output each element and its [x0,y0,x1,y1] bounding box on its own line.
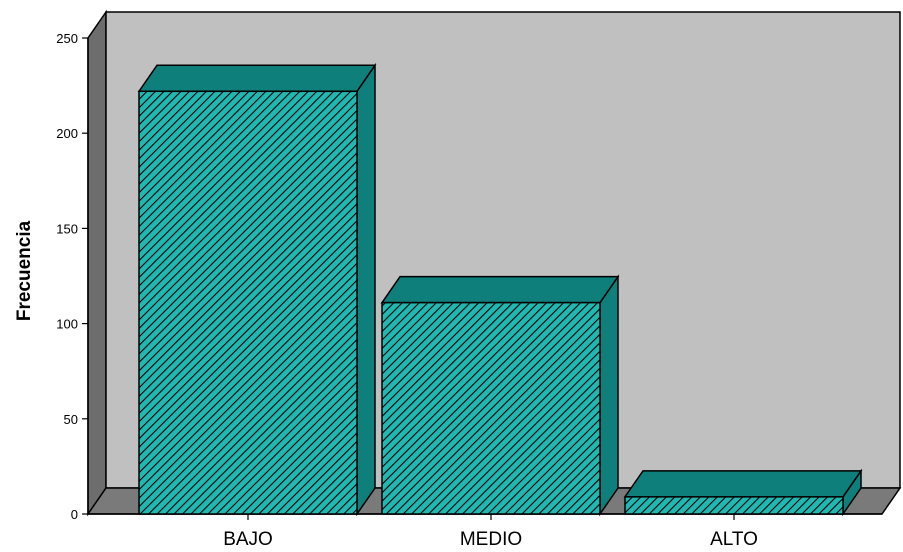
bar [623,468,863,517]
y-tick-label: 50 [64,412,78,427]
x-tick-labels: BAJO MEDIO ALTO [223,514,758,550]
bar-top [380,275,620,304]
bar-front [624,496,844,515]
bar-front [138,90,358,515]
y-tick-label: 150 [56,221,78,236]
y-tick-label: 200 [56,126,78,141]
y-ticks: 0 50 100 150 200 250 [56,31,88,522]
bar [137,62,377,517]
bar-top [623,470,863,498]
bar-front [381,301,601,515]
y-axis-label: Frecuencia [14,220,35,321]
bar [380,274,620,517]
x-tick-label: BAJO [223,529,273,550]
x-tick-label: MEDIO [460,529,522,550]
bar-top [137,64,377,93]
y-tick-label: 0 [71,507,78,522]
bar-side [599,274,619,517]
left-wall [87,9,107,517]
y-tick-label: 250 [56,31,78,46]
y-tick-label: 100 [56,317,78,332]
bar-side [356,62,376,517]
x-tick-label: ALTO [710,529,758,550]
